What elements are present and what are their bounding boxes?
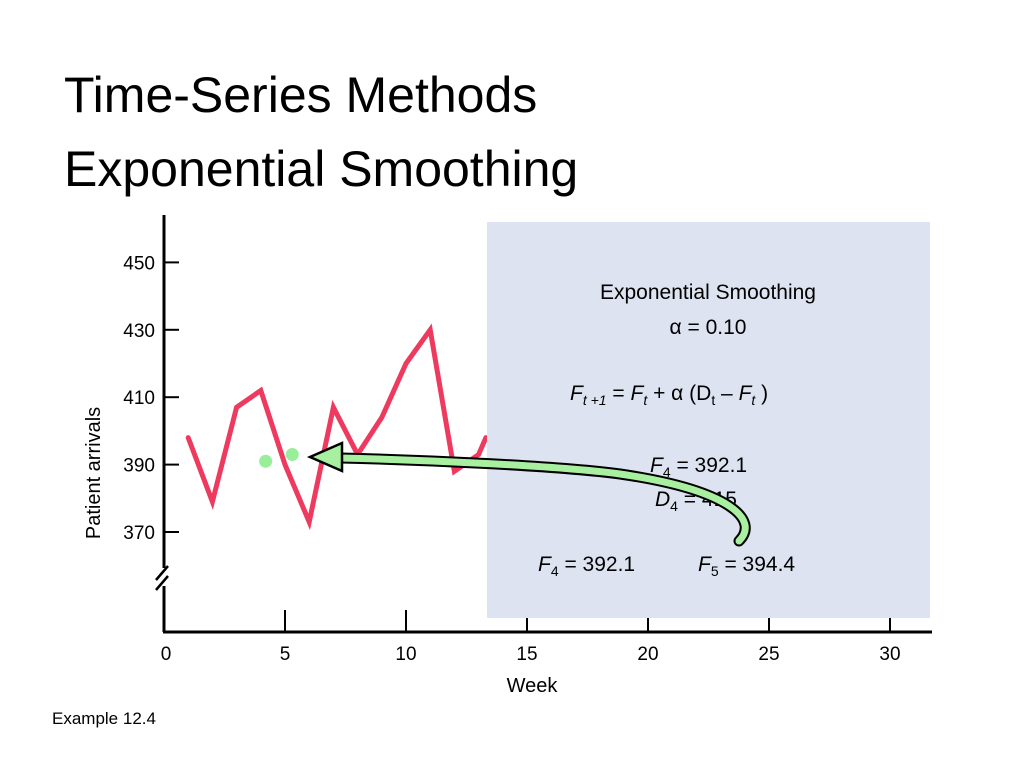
series-line-patient-arrivals bbox=[185, 323, 489, 531]
alpha-value: α = 0.10 bbox=[670, 316, 747, 339]
callout-panel: Exponential Smoothing α = 0.10 Ft +1 = Ft … bbox=[487, 222, 930, 618]
forecast-point bbox=[259, 454, 273, 468]
slide-title: Time-Series Methods Exponential Smoothin… bbox=[64, 58, 578, 206]
smoothing-formula: Ft +1 = Ft + α (Dt – Ft ) bbox=[570, 382, 768, 408]
slide-title-line-1: Time-Series Methods bbox=[64, 67, 538, 123]
y-axis-label: Patient arrivals bbox=[83, 407, 105, 539]
y-tick-label: 410 bbox=[123, 388, 155, 409]
x-tick-label: 15 bbox=[516, 644, 537, 665]
forecast-point bbox=[285, 447, 299, 461]
x-tick-label: 0 bbox=[161, 644, 172, 665]
x-tick-label: 30 bbox=[879, 644, 900, 665]
f4-result: F4 = 392.1 bbox=[538, 553, 635, 579]
callout-background bbox=[487, 222, 930, 618]
f5-result: F5 = 394.4 bbox=[698, 553, 795, 579]
callout-arrow-layer bbox=[306, 441, 751, 547]
y-tick-label: 430 bbox=[123, 321, 155, 342]
callout-arrow bbox=[336, 454, 749, 545]
y-tick-label: 450 bbox=[123, 253, 155, 274]
x-tick-label: 10 bbox=[395, 644, 416, 665]
x-tick-label: 20 bbox=[637, 644, 658, 665]
y-tick-label: 370 bbox=[123, 523, 155, 544]
plot-layer: 370 390 410 430 450 0 5 10 15 20 25 30 bbox=[123, 215, 932, 665]
axis-break-mark bbox=[155, 575, 169, 591]
f4-value: F4 = 392.1 bbox=[650, 454, 747, 480]
example-label: Example 12.4 bbox=[52, 709, 156, 728]
axis-break-mark bbox=[155, 565, 169, 581]
x-tick-label: 5 bbox=[280, 644, 291, 665]
x-tick-label: 25 bbox=[758, 644, 779, 665]
callout-heading: Exponential Smoothing bbox=[600, 281, 816, 304]
y-tick-label: 390 bbox=[123, 456, 155, 477]
slide-title-line-2: Exponential Smoothing bbox=[64, 141, 579, 197]
callout-arrow-head bbox=[306, 441, 344, 473]
x-axis-label: Week bbox=[507, 675, 559, 697]
